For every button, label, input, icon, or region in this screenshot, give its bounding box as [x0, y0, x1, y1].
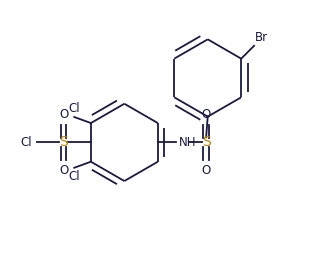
Text: S: S — [59, 135, 68, 149]
Text: S: S — [202, 135, 211, 149]
Text: O: O — [201, 164, 211, 177]
Text: Cl: Cl — [68, 102, 80, 115]
Text: NH: NH — [179, 136, 196, 149]
Text: O: O — [201, 108, 211, 121]
Text: Br: Br — [255, 32, 268, 45]
Text: O: O — [59, 164, 68, 177]
Text: Cl: Cl — [68, 170, 80, 183]
Text: Cl: Cl — [20, 136, 32, 149]
Text: O: O — [59, 108, 68, 121]
